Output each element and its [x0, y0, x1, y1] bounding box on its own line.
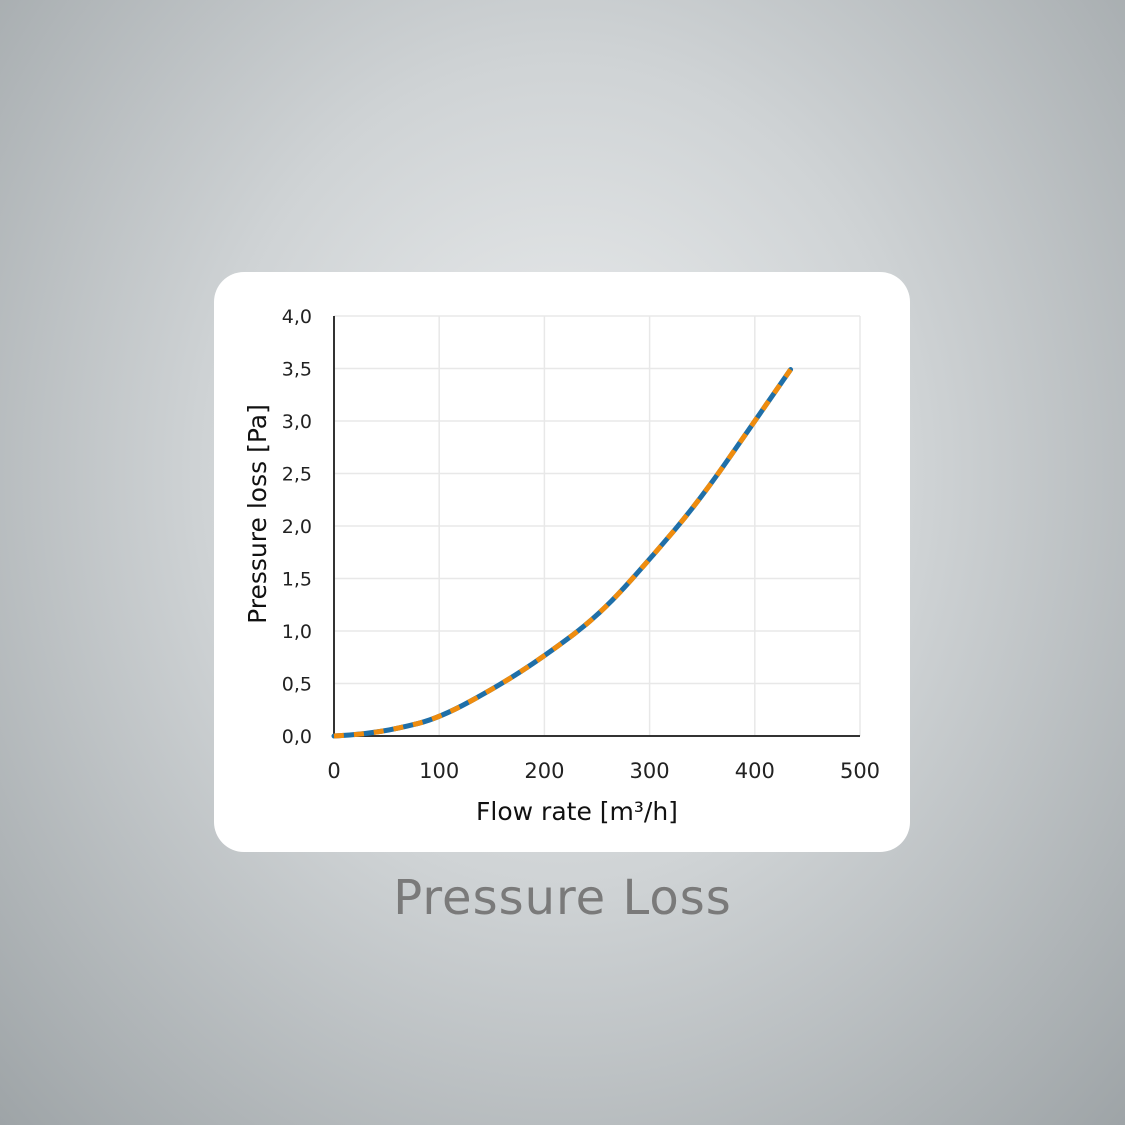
- y-tick-label: 2,5: [282, 464, 312, 486]
- x-tick-label: 0: [327, 759, 340, 783]
- y-axis-label: Pressure loss [Pa]: [243, 404, 272, 624]
- y-tick-label: 2,0: [282, 516, 312, 538]
- series-line-base: [331, 367, 794, 739]
- pressure-loss-chart: 0 100 200 300 400 500 0,0 0,5 1,0 1,5 2,0 2,5 3,0 3,5…: [243, 306, 880, 826]
- x-tick-label: 500: [840, 759, 880, 783]
- y-tick-label: 0,5: [282, 674, 312, 696]
- chart-card: 0 100 200 300 400 500 0,0 0,5 1,0 1,5 2,0 2,5 3,0 3,5…: [214, 272, 910, 852]
- y-tick-label: 1,5: [282, 569, 312, 591]
- y-tick-label: 3,5: [282, 359, 312, 381]
- x-axis-label: Flow rate [m³/h]: [476, 797, 678, 826]
- x-tick-label: 200: [524, 759, 564, 783]
- y-tick-label: 1,0: [282, 621, 312, 643]
- y-tick-label: 3,0: [282, 411, 312, 433]
- x-tick-label: 400: [735, 759, 775, 783]
- x-tick-label: 100: [419, 759, 459, 783]
- series-line-dash: [333, 368, 793, 739]
- x-tick-label: 300: [630, 759, 670, 783]
- chart-caption: Pressure Loss: [393, 870, 732, 926]
- y-tick-label: 4,0: [282, 306, 312, 328]
- y-tick-label: 0,0: [282, 726, 312, 748]
